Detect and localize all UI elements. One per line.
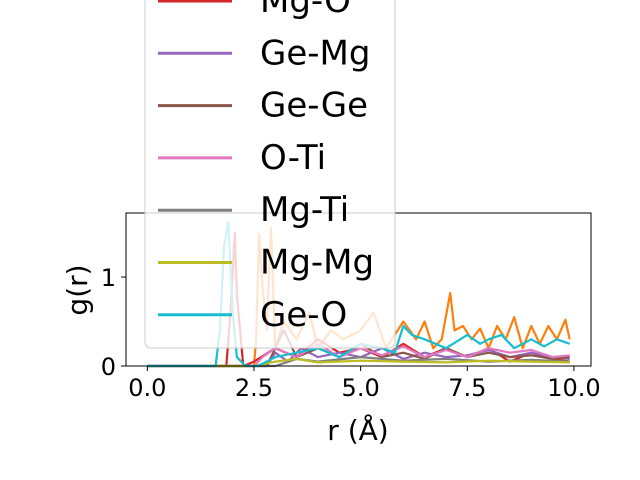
legend-label: Ge-Ge [260, 86, 368, 126]
legend-label: O-Ti [260, 138, 326, 178]
legend-label: Mg-Ti [260, 190, 349, 230]
x-axis-ticks: 0.0 2.5 5.0 7.5 10.0 [128, 366, 601, 402]
x-tick-label: 5.0 [342, 374, 380, 402]
legend-label: Ge-O [260, 295, 347, 335]
legend-label: Ge-Mg [260, 33, 370, 73]
x-tick-label: 2.5 [235, 374, 273, 402]
y-tick-label: 1 [101, 264, 116, 292]
x-axis-label: r (Å) [327, 413, 388, 447]
x-tick-label: 7.5 [448, 374, 486, 402]
y-axis-ticks: 01 [101, 264, 126, 381]
legend-label: Mg-Mg [260, 243, 374, 283]
y-tick-label: 0 [101, 353, 116, 381]
series-line-mg-mg [147, 357, 570, 368]
legend: Mg-O Ge-Mg Ge-Ge O-Ti Mg-Ti Mg-Mg Ge-O [144, 0, 396, 349]
x-tick-label: 0.0 [128, 374, 166, 402]
x-tick-label: 10.0 [547, 374, 600, 402]
legend-box [144, 0, 396, 349]
legend-label: Mg-O [260, 0, 351, 21]
y-axis-label: g(r) [61, 264, 94, 315]
